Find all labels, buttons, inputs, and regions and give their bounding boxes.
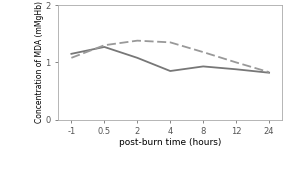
LR [234, 61, 238, 63]
Line: HLD: HLD [71, 47, 269, 73]
HLD [168, 70, 172, 72]
LR [168, 41, 172, 43]
LR [267, 71, 271, 73]
HLD [136, 57, 139, 59]
HLD [201, 65, 205, 67]
Line: LR: LR [71, 41, 269, 72]
HLD [70, 53, 73, 55]
Y-axis label: Concentration of MDA (mMgHb): Concentration of MDA (mMgHb) [35, 1, 44, 123]
HLD [103, 46, 106, 48]
X-axis label: post-burn time (hours): post-burn time (hours) [119, 138, 221, 147]
LR [70, 57, 73, 59]
LR [103, 44, 106, 46]
LR [201, 51, 205, 53]
HLD [267, 72, 271, 74]
LR [136, 40, 139, 42]
HLD [234, 68, 238, 70]
